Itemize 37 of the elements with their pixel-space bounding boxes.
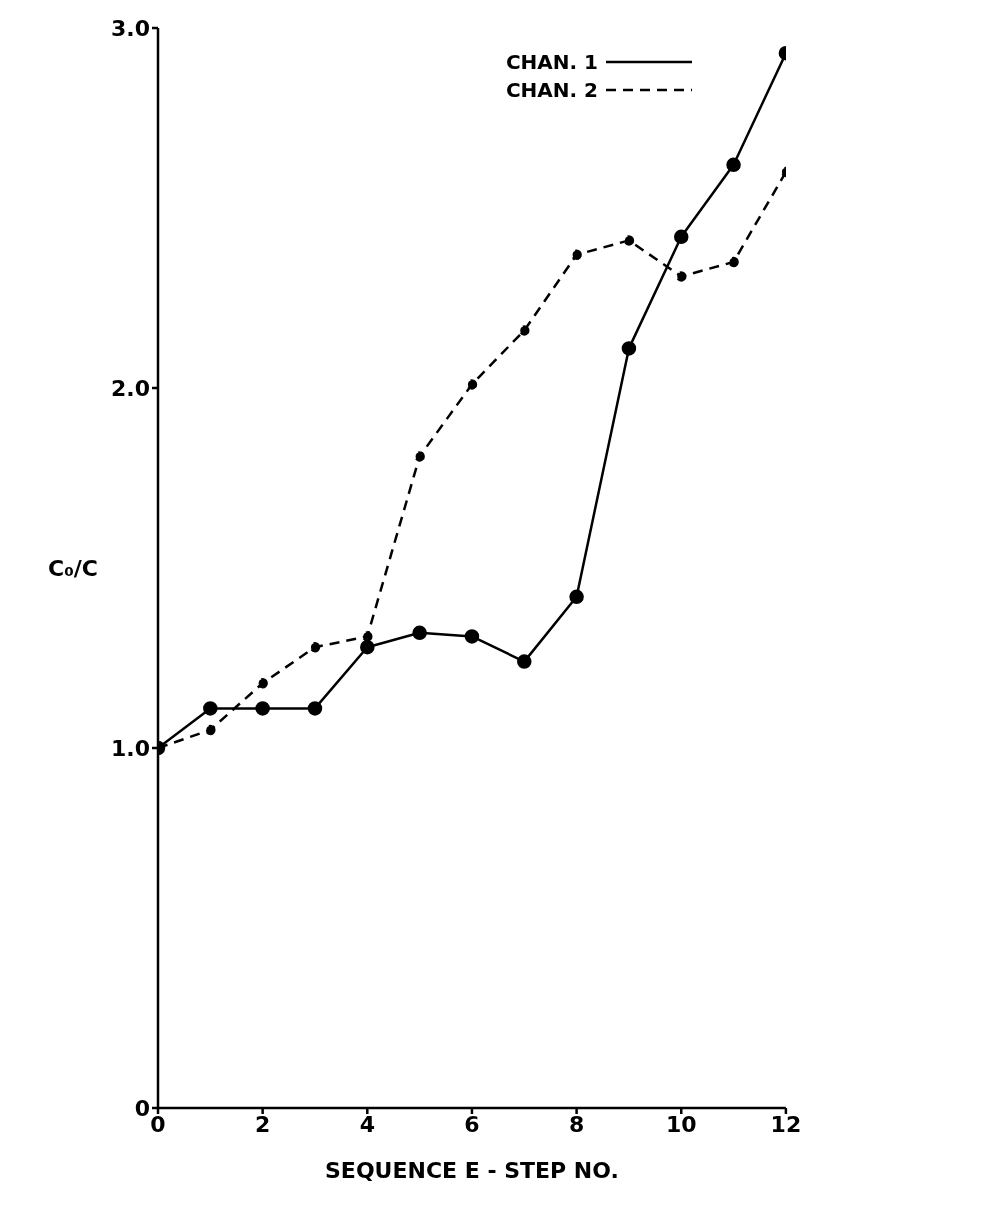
point [466,379,478,390]
point [673,229,689,245]
point [360,639,375,655]
x-axis-title: SEQUENCE E - STEP NO. [325,1158,619,1183]
x-tick-label: 2 [254,1111,271,1137]
point [621,341,637,356]
point [362,631,373,642]
x-tick-label: 6 [464,1111,480,1137]
y-tick-label: 1.0 [111,735,150,761]
point [307,701,323,716]
point [414,451,425,462]
point [412,625,427,641]
legend-label: CHAN. 1 [505,49,598,76]
point [571,249,582,261]
point [309,641,321,653]
y-tick-label: 0 [134,1095,150,1121]
y-tick-label: 2.0 [111,375,150,401]
point [203,701,218,716]
x-tick-label: 10 [665,1111,697,1137]
point [728,256,739,268]
y-tick-label: 3.0 [111,15,150,41]
point [205,724,216,736]
point [623,235,635,246]
point [569,589,584,605]
point [519,325,530,336]
y-axis-title: C₀/C [48,555,98,581]
point [675,271,687,282]
legend-label: CHAN. 2 [505,77,598,104]
point [257,677,268,689]
point [726,157,741,173]
x-tick-label: 4 [359,1111,375,1137]
point [517,654,532,669]
point [255,701,270,716]
point [464,629,480,644]
x-tick-label: 0 [150,1111,166,1137]
x-tick-label: 12 [770,1111,802,1137]
x-tick-label: 8 [568,1111,585,1137]
